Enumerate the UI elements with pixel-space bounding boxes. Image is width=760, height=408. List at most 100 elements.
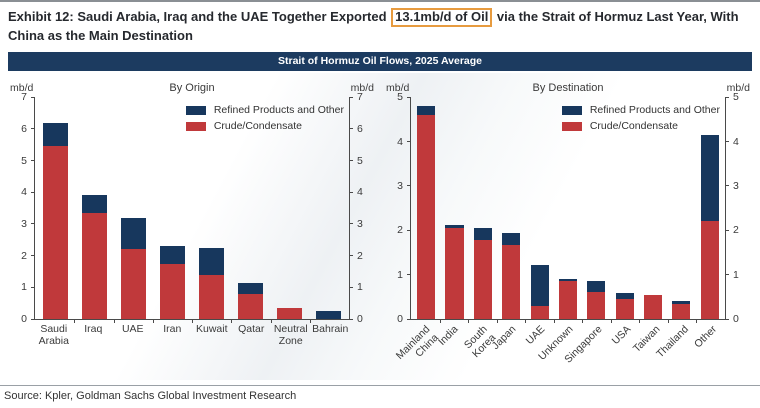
bars-layer (35, 97, 349, 320)
bar-segment-refined (445, 225, 464, 229)
y-tick-label: 1 (733, 268, 739, 281)
source-divider (0, 385, 760, 387)
y-tick-label: 4 (21, 186, 27, 199)
x-category-label: Mainland China (394, 323, 441, 380)
chart-header: mb/d By Origin mb/d (4, 73, 380, 95)
bar-segment-crude (238, 293, 263, 320)
stacked-bar (502, 233, 521, 320)
bar-segment-refined (417, 106, 436, 115)
x-tick-mark (439, 319, 441, 324)
y-tick-label: 4 (733, 135, 739, 148)
bar-slot (497, 97, 525, 320)
bar-slot (469, 97, 497, 320)
stacked-bar (530, 264, 549, 320)
y-tick-mark (725, 318, 729, 320)
x-category-text: Mainland China (393, 323, 441, 363)
x-tick-mark (74, 319, 76, 324)
legend-item: Refined Products and Other (185, 104, 344, 117)
bar-slot (412, 97, 440, 320)
bar-segment-refined (82, 195, 107, 213)
bar-segment-refined (160, 246, 185, 264)
title-prefix: Exhibit 12: Saudi Arabia, Iraq and the U… (8, 9, 391, 24)
x-category-label: Other (692, 323, 726, 380)
stacked-bar (238, 282, 263, 320)
legend-label: Refined Products and Other (589, 104, 720, 117)
y-axis-unit-left: mb/d (10, 82, 34, 95)
x-tick-mark (152, 319, 154, 324)
bar-slot (75, 97, 114, 320)
bar-segment-refined (121, 217, 146, 250)
legend-item: Refined Products and Other (561, 104, 720, 117)
y-tick-mark (31, 128, 35, 130)
stacked-bar (277, 308, 302, 320)
legend-label: Crude/Condensate (589, 120, 678, 133)
x-category-label: UAE (121, 323, 144, 336)
bar-segment-refined (502, 233, 521, 245)
chart-title: By Destination (532, 82, 604, 95)
stacked-bar (672, 301, 691, 320)
title-suffix: via the Strait of Hormuz Last Year, With… (8, 9, 739, 43)
bar-segment-crude (417, 114, 436, 320)
stacked-bar (587, 280, 606, 320)
legend-label: Crude/Condensate (213, 120, 302, 133)
legend: Refined Products and Other Crude/Condensa… (561, 104, 720, 133)
y-tick-mark (349, 191, 353, 193)
y-tick-label: 2 (397, 224, 403, 237)
bar-slot (639, 97, 667, 320)
x-category-label: Kuwait (195, 323, 228, 336)
bar-slot (582, 97, 610, 320)
y-axis-unit-left: mb/d (386, 82, 410, 95)
stacked-bar (643, 294, 663, 320)
bars-layer (411, 97, 725, 320)
bar-segment-crude (587, 291, 606, 320)
x-category-label: Singapore (562, 323, 611, 380)
y-tick-label: 5 (733, 91, 739, 104)
y-tick-mark (725, 229, 729, 231)
y-tick-mark (407, 229, 411, 231)
bar-slot (554, 97, 582, 320)
bar-slot (309, 97, 348, 320)
legend-item: Crude/Condensate (185, 120, 344, 133)
y-tick-label: 1 (397, 268, 403, 281)
y-tick-mark (349, 223, 353, 225)
bar-segment-refined (199, 247, 224, 275)
bar-segment-refined (700, 134, 719, 222)
x-category-label: South Korea (462, 323, 498, 380)
x-tick-mark (667, 319, 669, 324)
chart-by-origin: mb/d By Origin mb/d 0 0 1 1 2 2 3 3 4 4 5 5 6 6 7 7 Refined… (4, 73, 380, 380)
x-category-label: Neutral Zone (273, 323, 308, 348)
legend-swatch-refined (185, 105, 206, 115)
bar-segment-crude (160, 263, 185, 320)
bar-segment-crude (615, 299, 634, 320)
source-note: Source: Kpler, Goldman Sachs Global Inve… (4, 390, 297, 403)
stacked-bar (160, 246, 185, 320)
stacked-bar (473, 227, 492, 320)
stacked-bar (615, 292, 634, 320)
x-tick-mark (231, 319, 233, 324)
x-category-text: USA (609, 323, 634, 348)
y-axis-unit-right: mb/d (726, 82, 750, 95)
y-tick-label: 2 (21, 249, 27, 262)
x-category-label: Saudi Arabia (38, 323, 69, 348)
bar-segment-crude (672, 303, 691, 320)
chart-title: By Origin (169, 82, 215, 95)
stacked-bar (700, 134, 719, 320)
bar-slot (114, 97, 153, 320)
y-tick-label: 5 (357, 154, 363, 167)
legend: Refined Products and Other Crude/Condensa… (185, 104, 344, 133)
x-category-label: Iraq (84, 323, 103, 336)
bar-segment-crude (643, 294, 663, 320)
legend-label: Refined Products and Other (213, 104, 344, 117)
x-tick-mark (639, 319, 641, 324)
plot-area: 0 0 1 1 2 2 3 3 4 4 5 5 6 6 7 7 Refined Products and Oth… (21, 91, 363, 325)
y-tick-mark (725, 274, 729, 276)
bar-segment-crude (82, 212, 107, 320)
x-tick-mark (525, 319, 527, 324)
bar-segment-refined (615, 292, 634, 300)
bar-segment-refined (530, 264, 549, 306)
y-tick-label: 7 (357, 91, 363, 104)
y-tick-mark (407, 141, 411, 143)
bar-segment-refined (672, 301, 691, 304)
x-tick-mark (192, 319, 193, 324)
x-tick-mark (309, 319, 311, 324)
